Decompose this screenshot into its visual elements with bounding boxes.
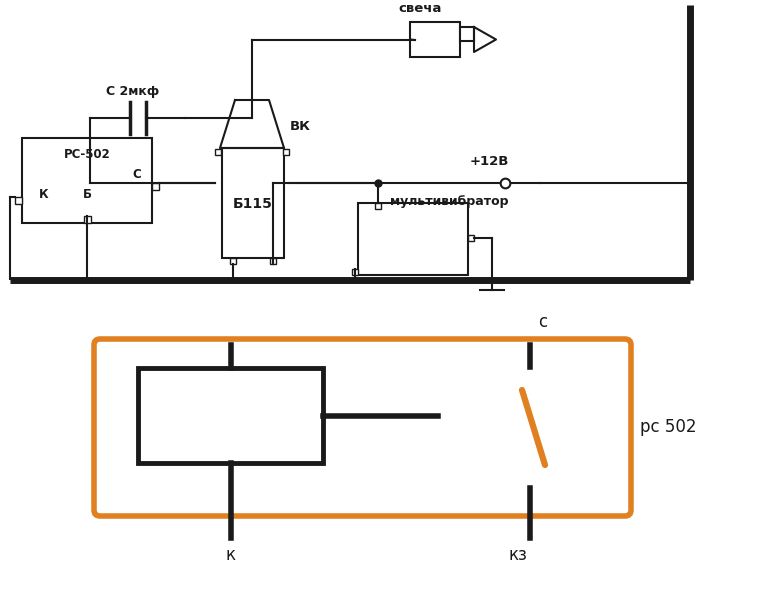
Text: ВК: ВК xyxy=(290,120,311,133)
Text: свеча: свеча xyxy=(398,2,442,15)
Bar xyxy=(138,368,323,463)
Text: с: с xyxy=(538,313,547,331)
Bar xyxy=(468,235,474,241)
Text: кз: кз xyxy=(509,546,527,564)
Bar xyxy=(230,258,236,264)
Text: Б115: Б115 xyxy=(233,197,273,211)
Bar xyxy=(358,203,468,275)
Bar xyxy=(410,22,460,57)
FancyBboxPatch shape xyxy=(94,339,631,516)
Text: С 2мкф: С 2мкф xyxy=(106,85,159,98)
Text: С: С xyxy=(133,168,141,181)
Bar xyxy=(283,149,289,155)
Bar xyxy=(375,203,381,209)
Text: +12В: +12В xyxy=(470,155,510,168)
Bar xyxy=(270,258,276,264)
Bar xyxy=(152,182,159,190)
Text: К: К xyxy=(39,188,49,201)
Bar xyxy=(460,27,474,41)
Bar xyxy=(352,269,358,275)
Text: Б: Б xyxy=(83,188,92,201)
Text: мультивибратор: мультивибратор xyxy=(390,195,509,208)
Bar xyxy=(215,149,221,155)
Text: рс 502: рс 502 xyxy=(640,418,697,436)
Bar xyxy=(22,138,152,223)
Text: РС-502: РС-502 xyxy=(63,148,110,161)
Text: к: к xyxy=(225,546,235,564)
Bar xyxy=(83,216,90,223)
Bar xyxy=(222,148,284,258)
Bar xyxy=(15,197,22,203)
